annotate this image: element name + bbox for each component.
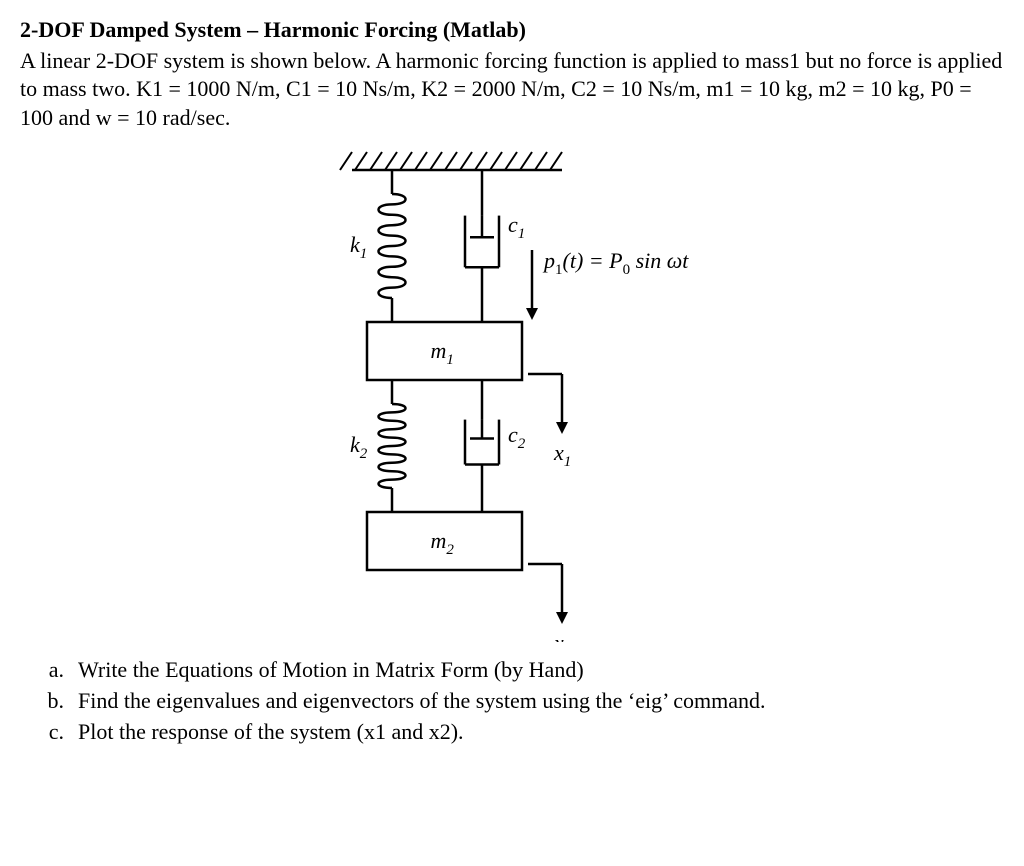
svg-text:c2: c2	[508, 422, 526, 452]
page-title: 2-DOF Damped System – Harmonic Forcing (…	[20, 16, 1004, 45]
question-list: a. Write the Equations of Motion in Matr…	[20, 656, 1004, 746]
svg-text:x1: x1	[553, 440, 571, 470]
question-label: b.	[20, 687, 78, 716]
title-text: 2-DOF Damped System – Harmonic Forcing (…	[20, 17, 526, 42]
question-text: Write the Equations of Motion in Matrix …	[78, 656, 1004, 685]
question-label: c.	[20, 718, 78, 747]
question-item: a. Write the Equations of Motion in Matr…	[20, 656, 1004, 685]
svg-text:c1: c1	[508, 212, 525, 242]
svg-text:x2: x2	[553, 630, 572, 642]
question-item: b. Find the eigenvalues and eigenvectors…	[20, 687, 1004, 716]
question-text: Find the eigenvalues and eigenvectors of…	[78, 687, 1004, 716]
question-label: a.	[20, 656, 78, 685]
system-diagram: k1c1m1p1(t) = P0 sin ωtx1k2c2m2x2	[20, 142, 1004, 642]
problem-description: A linear 2-DOF system is shown below. A …	[20, 47, 1004, 133]
svg-text:k2: k2	[350, 432, 368, 462]
svg-text:p1(t) = P0 sin ωt: p1(t) = P0 sin ωt	[542, 248, 689, 278]
question-item: c. Plot the response of the system (x1 a…	[20, 718, 1004, 747]
svg-text:k1: k1	[350, 232, 367, 262]
question-text: Plot the response of the system (x1 and …	[78, 718, 1004, 747]
